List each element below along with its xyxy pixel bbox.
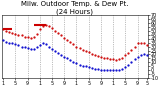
Title: Milw. Outdoor Temp. & Dew Pt.
(24 Hours): Milw. Outdoor Temp. & Dew Pt. (24 Hours) bbox=[21, 1, 129, 15]
